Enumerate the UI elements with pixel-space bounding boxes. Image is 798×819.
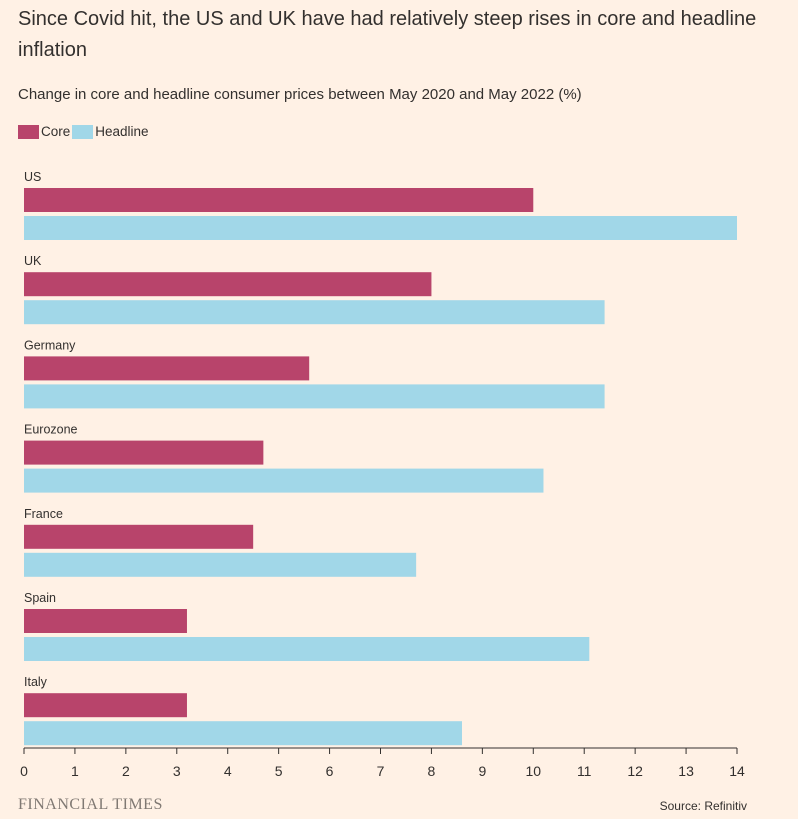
x-tick-label-12: 12 bbox=[627, 763, 643, 779]
legend-swatch-headline bbox=[72, 124, 94, 139]
bar-headline-italy bbox=[24, 721, 462, 746]
chart-title: Since Covid hit, the US and UK have had … bbox=[18, 8, 757, 61]
x-tick-label-11: 11 bbox=[577, 763, 592, 779]
bar-headline-us bbox=[24, 216, 737, 240]
category-label-eurozone: Eurozone bbox=[24, 423, 78, 437]
bar-core-eurozone bbox=[24, 440, 264, 465]
legend-swatch-core bbox=[18, 124, 39, 139]
bar-headline-uk bbox=[24, 300, 605, 325]
ft-logo: FINANCIAL TIMES bbox=[18, 796, 163, 813]
category-label-germany: Germany bbox=[24, 338, 76, 352]
x-tick-label-0: 0 bbox=[20, 763, 28, 779]
bar-core-us bbox=[24, 188, 534, 212]
bar-core-france bbox=[24, 524, 254, 549]
bar-core-germany bbox=[24, 356, 310, 381]
legend-item-core: Core bbox=[18, 124, 70, 139]
x-tick-label-4: 4 bbox=[224, 763, 232, 779]
bar-headline-spain bbox=[24, 637, 590, 661]
bar-core-spain bbox=[24, 609, 187, 633]
x-tick-label-5: 5 bbox=[275, 763, 283, 779]
legend-label-core: Core bbox=[41, 124, 71, 139]
x-tick-label-7: 7 bbox=[377, 763, 385, 779]
category-label-spain: Spain bbox=[24, 591, 56, 605]
x-tick-label-6: 6 bbox=[326, 763, 334, 779]
legend-item-headline: Headline bbox=[72, 124, 149, 139]
x-tick-label-1: 1 bbox=[71, 763, 79, 779]
legend-label-headline: Headline bbox=[95, 124, 149, 139]
bar-headline-france bbox=[24, 552, 417, 577]
x-tick-label-3: 3 bbox=[173, 763, 181, 779]
source-note: Source: Refinitiv bbox=[659, 799, 747, 813]
bar-core-uk bbox=[24, 272, 432, 297]
x-tick-label-8: 8 bbox=[428, 763, 436, 779]
bar-headline-germany bbox=[24, 384, 605, 409]
bar-core-italy bbox=[24, 693, 187, 718]
legend: Core Headline bbox=[18, 124, 151, 139]
category-label-italy: Italy bbox=[24, 675, 48, 689]
category-label-uk: UK bbox=[24, 254, 42, 268]
bar-headline-eurozone bbox=[24, 468, 544, 493]
x-tick-label-9: 9 bbox=[478, 763, 486, 779]
x-tick-label-14: 14 bbox=[729, 763, 745, 779]
chart-subtitle: Change in core and headline consumer pri… bbox=[18, 86, 582, 103]
x-tick-label-13: 13 bbox=[678, 763, 694, 779]
x-tick-label-10: 10 bbox=[525, 763, 541, 779]
category-label-us: US bbox=[24, 170, 41, 184]
x-tick-label-2: 2 bbox=[122, 763, 130, 779]
category-label-france: France bbox=[24, 507, 63, 521]
